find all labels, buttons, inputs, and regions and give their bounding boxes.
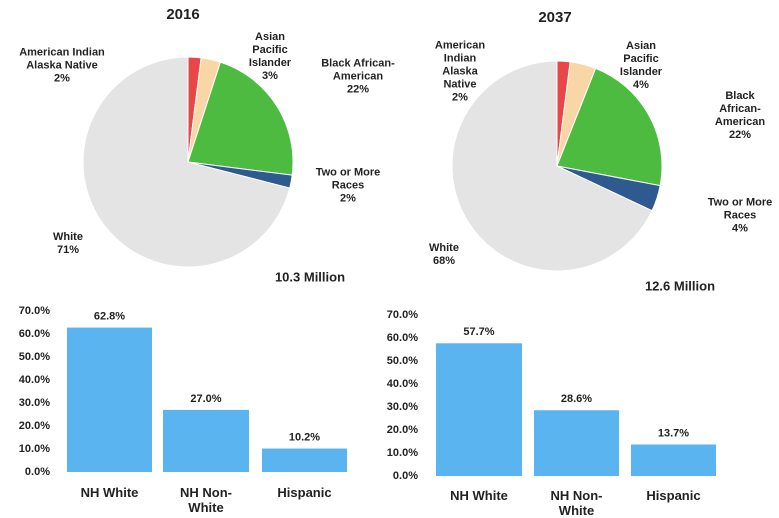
slice-label: White 68% (419, 242, 469, 268)
slice-label: Two or More Races 4% (695, 197, 779, 236)
slice-category: White (429, 242, 459, 254)
y-tick-label: 10.0% (19, 443, 50, 455)
bar (631, 444, 716, 476)
pie-slice (556, 67, 663, 187)
y-tick-label: 60.0% (19, 328, 50, 340)
y-tick-label: 50.0% (19, 351, 50, 363)
slice-label: Black African-American 22% (318, 58, 398, 97)
slice-value: 4% (633, 79, 649, 91)
slice-label: Asian Pacific Islander 3% (240, 31, 300, 83)
slice-label: White 71% (43, 231, 93, 257)
y-tick-label: 60.0% (387, 332, 418, 344)
slice-value: 2% (452, 91, 468, 104)
bar-value-label: 57.7% (463, 326, 494, 338)
y-tick-label: 30.0% (387, 401, 418, 413)
y-tick-label: 70.0% (19, 305, 50, 317)
y-tick-label: 20.0% (387, 424, 418, 436)
slice-label: American Indian Alaska Native 2% (17, 47, 107, 86)
slice-value: 68% (432, 255, 456, 267)
bar (262, 448, 347, 472)
slice-category: Asian Pacific Islander (248, 31, 292, 69)
bar-value-label: 10.2% (289, 431, 320, 443)
x-tick-label: NH White (80, 485, 139, 500)
bar (67, 327, 152, 472)
slice-value: 2% (340, 192, 356, 205)
bar-value-label: 62.8% (94, 310, 125, 322)
y-tick-label: 40.0% (19, 374, 50, 386)
bar-value-label: 27.0% (190, 393, 221, 405)
pie-subtitle: 12.6 Million (645, 278, 715, 293)
slice-category: Black African-American (714, 90, 766, 128)
bar (436, 343, 522, 476)
slice-label: American Indian Alaska Native 2% (430, 40, 490, 105)
slice-value: 71% (56, 244, 80, 256)
x-tick-label: NH Non-White (180, 485, 232, 515)
slice-value: 2% (54, 72, 70, 85)
x-tick-label: NH Non-White (550, 488, 603, 518)
x-tick-label: Hispanic (646, 488, 701, 503)
y-tick-label: 0.0% (25, 466, 50, 478)
slice-category: American Indian Alaska Native (19, 46, 105, 72)
pie-title: 2016 (166, 6, 199, 23)
pie-subtitle: 10.3 Million (275, 269, 345, 284)
y-tick-label: 50.0% (387, 355, 418, 367)
pie-title: 2037 (538, 9, 571, 26)
slice-category: Two or More Races (315, 166, 381, 192)
x-tick-label: NH White (450, 488, 508, 503)
slice-category: American Indian Alaska Native (434, 39, 486, 91)
slice-category: Two or More Races (707, 196, 773, 222)
slice-label: Two or More Races 2% (303, 167, 393, 206)
x-tick-label: Hispanic (277, 485, 332, 500)
bar-value-label: 28.6% (561, 393, 592, 405)
bar-value-label: 13.7% (658, 427, 689, 439)
slice-value: 3% (262, 70, 278, 82)
y-tick-label: 70.0% (387, 309, 418, 321)
y-tick-label: 40.0% (387, 378, 418, 390)
pie-slice (187, 61, 294, 176)
slice-category: Black African-American (321, 57, 395, 83)
slice-value: 22% (346, 83, 370, 96)
slice-category: Asian Pacific Islander (619, 40, 663, 78)
y-tick-label: 0.0% (393, 470, 418, 482)
slice-label: Black African-American 22% (705, 90, 775, 142)
y-tick-label: 30.0% (19, 397, 50, 409)
bar (163, 409, 249, 472)
pie-slice (82, 56, 291, 268)
y-tick-label: 10.0% (387, 447, 418, 459)
slice-label: Asian Pacific Islander 4% (611, 40, 671, 92)
y-tick-label: 20.0% (19, 420, 50, 432)
bar (534, 410, 619, 476)
slice-category: White (53, 231, 83, 243)
slice-value: 4% (732, 222, 748, 235)
slice-value: 22% (728, 129, 752, 141)
pie-slice (451, 60, 653, 272)
